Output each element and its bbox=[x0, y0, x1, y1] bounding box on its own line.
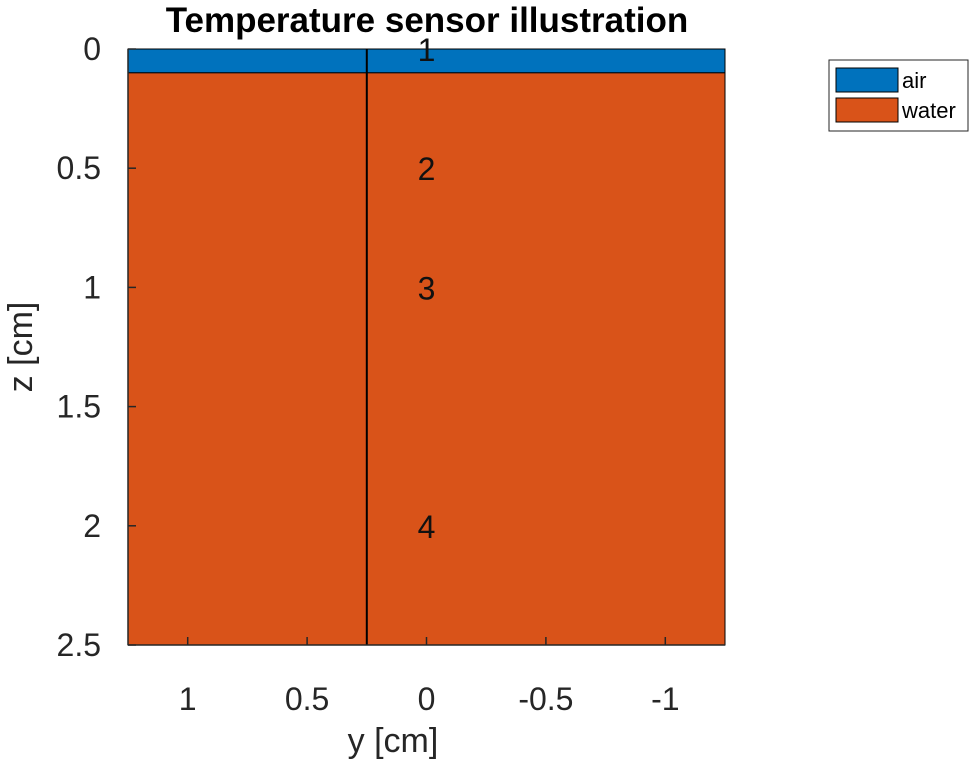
x-tick-label: -1 bbox=[651, 681, 679, 717]
sensor-label-3: 3 bbox=[418, 270, 436, 306]
axes: 1 0.5 0 -0.5 -1 0 0.5 1 1.5 2 2.5 bbox=[57, 31, 725, 717]
sensor-labels: 1 2 3 4 bbox=[418, 32, 436, 545]
legend-swatch-air bbox=[835, 67, 899, 93]
x-axis-label: y [cm] bbox=[348, 722, 439, 760]
x-tick-label: 1 bbox=[179, 681, 197, 717]
chart-title: Temperature sensor illustration bbox=[166, 1, 689, 40]
y-tick-label: 1 bbox=[83, 269, 101, 305]
y-tick-label: 1.5 bbox=[57, 389, 101, 425]
y-tick-label: 0.5 bbox=[57, 150, 101, 186]
x-tick-label: -0.5 bbox=[518, 681, 573, 717]
sensor-label-1: 1 bbox=[418, 32, 436, 68]
layer-water bbox=[127, 72, 726, 646]
y-tick-label: 0 bbox=[83, 31, 101, 67]
x-tick-label: 0 bbox=[418, 681, 436, 717]
y-tick-label: 2.5 bbox=[57, 627, 101, 663]
legend-label-water: water bbox=[901, 98, 956, 123]
legend-label-air: air bbox=[902, 68, 926, 93]
sensor-label-2: 2 bbox=[418, 151, 436, 187]
x-tick-label: 0.5 bbox=[285, 681, 329, 717]
y-axis-label: z [cm] bbox=[2, 302, 40, 393]
layers bbox=[127, 48, 726, 646]
sensor-label-4: 4 bbox=[418, 509, 436, 545]
legend-swatch-water bbox=[835, 97, 899, 123]
legend: air water bbox=[828, 59, 969, 132]
y-tick-label: 2 bbox=[83, 508, 101, 544]
